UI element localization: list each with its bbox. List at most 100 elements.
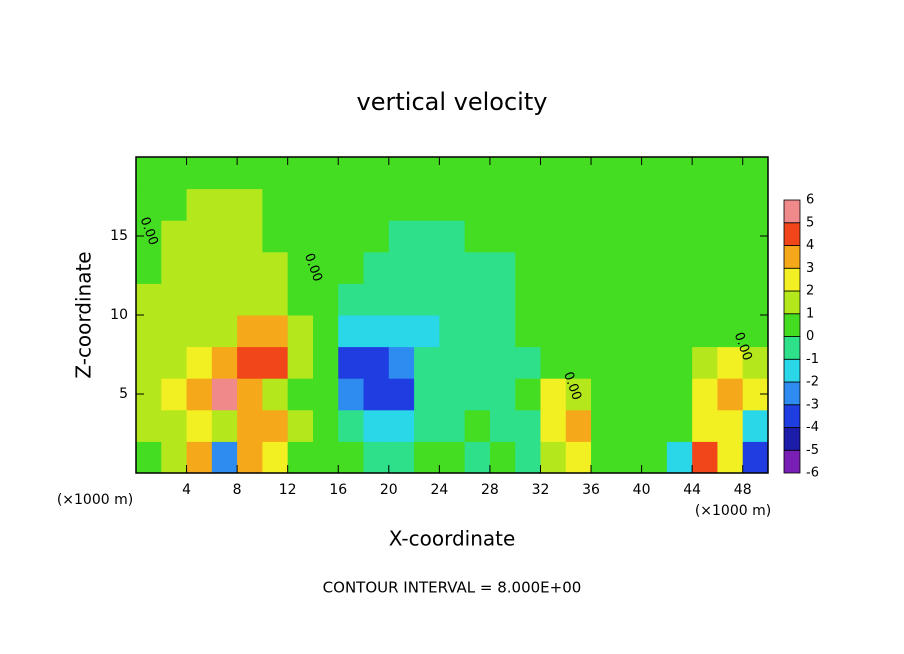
heat-cell [717,188,744,221]
heat-cell [312,283,339,316]
heat-cell [515,283,541,316]
heat-cell [666,441,693,474]
heat-cell [666,220,693,253]
colorbar-label: 0 [806,329,814,344]
heat-cell [515,188,541,221]
heat-cell [515,441,541,474]
heat-cell [363,315,390,348]
heat-cell [717,157,744,190]
heat-cell [262,346,289,379]
heat-cell [211,283,238,316]
heat-cell [287,315,314,348]
heat-cell [616,315,643,348]
heat-cell [666,409,693,442]
heat-cell [262,157,289,190]
heat-cell [742,251,769,284]
heat-cell [363,378,390,411]
heat-cell [666,315,693,348]
colorbar-swatch [783,267,801,292]
colorbar-swatch [783,404,801,428]
heat-cell [717,315,744,348]
heat-cell [464,188,491,221]
heat-cell [338,188,365,221]
heat-cell [591,315,617,348]
heat-cell [489,188,516,221]
heat-cell [692,157,718,190]
colorbar-swatch [783,358,801,383]
heat-cell [363,220,390,253]
heat-cell [692,283,718,316]
colorbar-swatch [783,381,801,406]
colorbar-swatch [783,313,801,337]
heat-cell [540,441,567,474]
heat-cell [186,441,213,474]
heat-cell [136,188,162,221]
heat-cell [464,409,491,442]
heat-cell [363,188,390,221]
heat-cell [414,378,440,411]
heat-cell [489,378,516,411]
x-tick-label: 20 [380,482,398,498]
heat-cell [414,441,440,474]
heat-cell [641,220,668,253]
heat-cell [641,378,668,411]
heat-cell [287,441,314,474]
heat-cell [262,315,289,348]
heat-cell [464,441,491,474]
heat-cell [616,283,643,316]
heat-cell [616,409,643,442]
heat-cell [489,251,516,284]
heat-cell [287,409,314,442]
x-tick-label: 24 [430,482,448,498]
heat-cell [692,220,718,253]
heat-cell [565,251,592,284]
heat-cell [312,157,339,190]
heat-cell [439,157,466,190]
heat-cell [237,346,263,379]
heat-cell [338,220,365,253]
heat-cell [211,315,238,348]
heat-cell [338,283,365,316]
heat-cell [439,188,466,221]
heat-cell [692,409,718,442]
heat-cell [616,378,643,411]
heat-cell [591,346,617,379]
heat-cell [641,441,668,474]
heat-cell [540,283,567,316]
heat-cell [742,188,769,221]
heat-cell [287,188,314,221]
heat-cell [388,251,415,284]
heat-cell [338,378,365,411]
heat-cell [363,157,390,190]
heat-cell [363,283,390,316]
heat-cell [591,220,617,253]
heat-cell [666,251,693,284]
heat-cell [565,346,592,379]
heat-cell [464,283,491,316]
heat-cell [616,441,643,474]
heat-cell [161,283,188,316]
heat-cell [136,283,162,316]
heat-cell [388,409,415,442]
heat-cell [211,346,238,379]
heat-cell [136,409,162,442]
heat-cell [464,157,491,190]
heat-cell [388,283,415,316]
heat-cell [237,441,263,474]
heat-cell [439,315,466,348]
heat-cell [565,283,592,316]
heat-cell [414,157,440,190]
heat-cell [717,346,744,379]
heat-cell [565,409,592,442]
heat-cell [540,188,567,221]
heat-cell [717,251,744,284]
heat-cell [363,251,390,284]
colorbar-swatch [783,427,801,451]
heat-cell [312,378,339,411]
heat-cell [414,220,440,253]
heat-cell [186,188,213,221]
heat-cell [161,157,188,190]
heat-cell [666,157,693,190]
heat-cell [616,157,643,190]
